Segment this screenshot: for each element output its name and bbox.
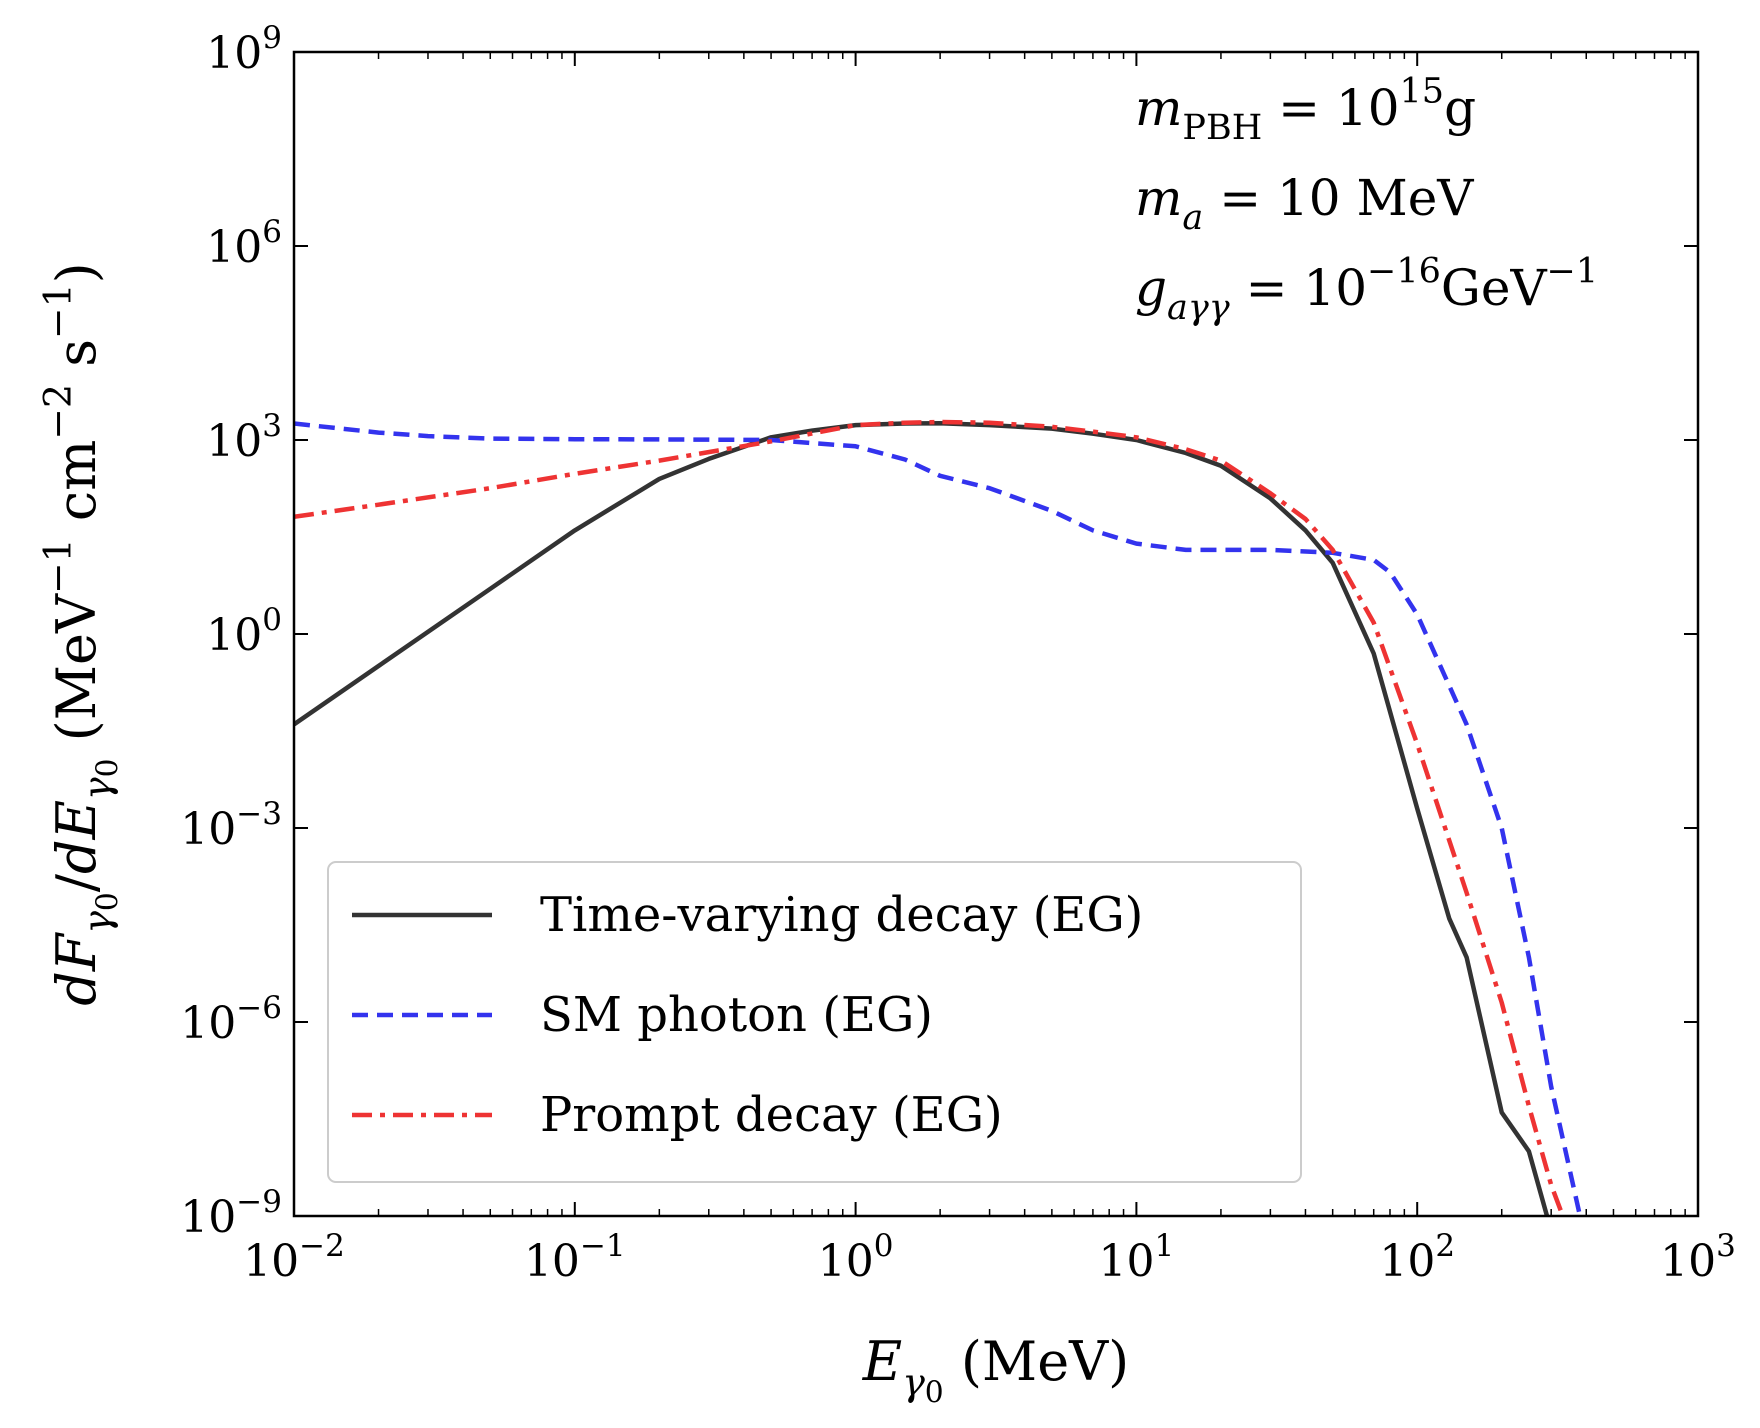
y-tick-base: 10 [180, 804, 236, 855]
parameter-annotation-part: m [1135, 169, 1182, 227]
y-axis-label-part: ) [45, 262, 108, 283]
series-line-2 [294, 421, 1583, 1216]
legend-label-2: SM photon (EG) [540, 987, 933, 1043]
legend-label-1: Time-varying decay (EG) [540, 887, 1143, 943]
labels-layer: 10−2 10−1 100 101 102 10310−910−610−310010310… [36, 20, 1736, 1411]
series-line-1 [294, 420, 1550, 1216]
x-tick-base: 10 [818, 1236, 874, 1287]
parameter-annotation: mPBH = 1015g [1135, 72, 1476, 149]
x-tick-base: 10 [1099, 1236, 1155, 1287]
parameter-annotation-part: PBH [1182, 108, 1262, 148]
series-layer [294, 419, 1583, 1216]
legend: Time-varying decay (EG) SM photon (EG) Pro… [327, 861, 1302, 1183]
y-tick-exponent: 9 [262, 20, 282, 56]
parameter-annotation-part: = 10 MeV [1203, 169, 1474, 227]
y-tick-exponent: −9 [236, 1184, 282, 1220]
x-tick-label: 100 [818, 1228, 894, 1287]
y-axis-label-group: dFγ0/dEγ0 (MeV−1 cm−2 s−1) [36, 262, 126, 1005]
y-axis-label-part: γ [75, 777, 119, 800]
y-tick-base: 10 [206, 416, 262, 467]
y-tick-exponent: −3 [236, 796, 282, 832]
y-axis-label-part: −1 [36, 538, 80, 594]
y-axis-label-part: γ [75, 911, 119, 934]
y-tick-base: 10 [180, 998, 236, 1049]
y-axis-label: dFγ0/dEγ0 (MeV−1 cm−2 s−1) [36, 262, 126, 1005]
y-axis-label-part: −2 [36, 384, 80, 440]
plot-frame [292, 50, 1700, 1218]
y-tick-base: 10 [206, 28, 262, 79]
x-tick-base: 10 [1660, 1236, 1716, 1287]
y-tick-base: 10 [180, 1192, 236, 1243]
parameter-annotation-part: −1 [1547, 252, 1599, 292]
y-tick-label: 103 [206, 408, 282, 467]
y-tick-base: 10 [206, 222, 262, 273]
parameter-annotation-part: aγγ [1167, 288, 1230, 328]
x-tick-exponent: 0 [874, 1228, 894, 1264]
parameter-annotation-part: 15 [1400, 72, 1445, 112]
x-tick-base: 10 [243, 1236, 299, 1287]
parameter-annotation-part: a [1182, 198, 1203, 238]
x-tick-base: 10 [524, 1236, 580, 1287]
y-tick-label: 10−3 [180, 796, 282, 855]
y-tick-exponent: 0 [262, 602, 282, 638]
legend-box [327, 861, 1302, 1183]
y-tick-base: 10 [206, 610, 262, 661]
y-axis-label-part: s [45, 339, 108, 384]
y-axis-label-part: cm [45, 440, 108, 539]
parameter-annotation-part: GeV [1441, 259, 1548, 317]
y-tick-exponent: 6 [262, 214, 282, 250]
y-tick-exponent: −6 [236, 990, 282, 1026]
y-tick-label: 10−6 [180, 990, 282, 1049]
x-tick-base: 10 [1379, 1236, 1435, 1287]
x-tick-label: 10−1 [524, 1228, 626, 1287]
y-axis-label-part: (MeV [45, 593, 108, 758]
x-tick-label: 103 [1660, 1228, 1736, 1287]
y-axis-label-part: dF [45, 931, 108, 1006]
parameter-annotation-part: m [1135, 79, 1182, 137]
x-axis-label-part: 0 [925, 1376, 944, 1411]
x-tick-exponent: −2 [299, 1228, 345, 1264]
x-tick-exponent: 2 [1435, 1228, 1455, 1264]
y-axis-label-part: 0 [91, 759, 126, 778]
parameter-annotation-part: −16 [1367, 252, 1441, 292]
x-tick-exponent: 1 [1155, 1228, 1175, 1264]
y-axis-label-part: −1 [36, 283, 80, 339]
y-tick-label: 106 [206, 214, 282, 273]
x-axis-label-part: γ [902, 1360, 925, 1404]
x-axis-label: Eγ0 (MeV) [862, 1330, 1129, 1411]
x-tick-exponent: 3 [1716, 1228, 1736, 1264]
parameter-annotation-part: = 10 [1262, 79, 1399, 137]
x-axis-label-part: E [862, 1330, 902, 1393]
parameter-annotation: gaγγ = 10−16GeV−1 [1135, 252, 1598, 329]
y-axis-label-part: / [45, 873, 108, 892]
y-tick-label: 10−9 [180, 1184, 282, 1243]
y-tick-label: 109 [206, 20, 282, 79]
y-axis-label-part: 0 [91, 892, 126, 911]
parameter-annotation-part: g [1135, 259, 1167, 317]
x-tick-exponent: −1 [580, 1228, 626, 1264]
x-tick-label: 101 [1099, 1228, 1175, 1287]
y-axis-label-part: dE [45, 800, 108, 874]
parameter-annotation-part: = 10 [1230, 259, 1367, 317]
x-tick-label: 102 [1379, 1228, 1455, 1287]
y-tick-label: 100 [206, 602, 282, 661]
series-line-3 [294, 419, 1565, 1216]
parameter-annotation-part: g [1444, 79, 1476, 137]
y-tick-exponent: 3 [262, 408, 282, 444]
parameter-annotation: ma = 10 MeV [1135, 169, 1474, 238]
legend-label-3: Prompt decay (EG) [540, 1087, 1003, 1143]
x-axis-label-part: (MeV) [944, 1330, 1130, 1393]
x-tick-label: 10−2 [243, 1228, 345, 1287]
